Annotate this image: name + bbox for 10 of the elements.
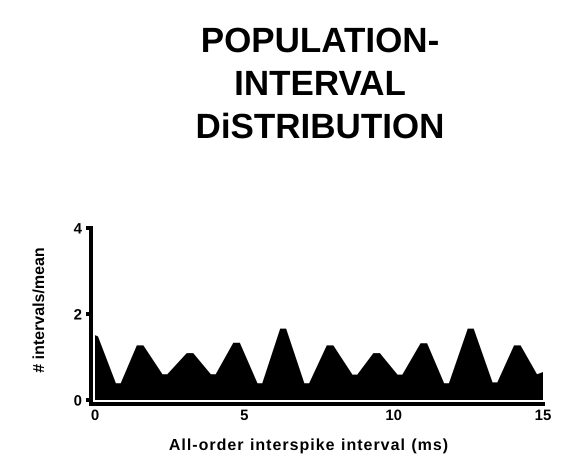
x-tick-label: 10 [385,407,402,424]
chart-title: POPULATION-INTERVAL DiSTRIBUTION [196,21,444,146]
x-tick-label: 5 [240,407,249,424]
x-tick-label: 0 [90,407,100,424]
x-axis-title: All-order interspike interval (ms) [168,437,450,454]
y-tick-label: 4 [74,220,83,238]
y-tick-label: 2 [74,306,82,324]
y-axis-title: # intervals/mean [31,247,48,373]
x-tick-label: 15 [534,407,552,424]
y-tick-label: 0 [74,392,82,410]
